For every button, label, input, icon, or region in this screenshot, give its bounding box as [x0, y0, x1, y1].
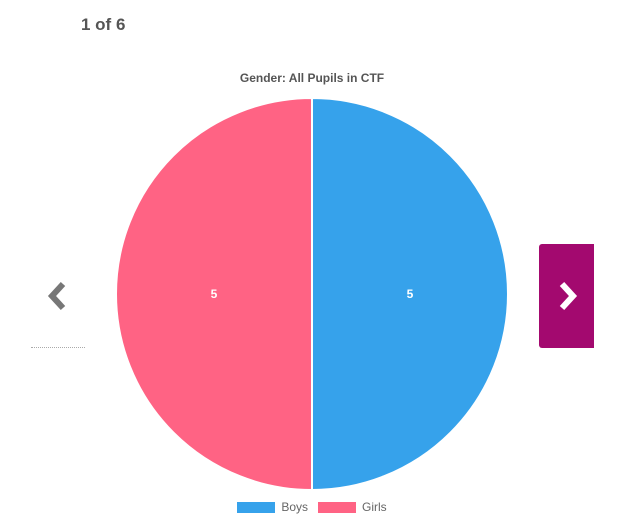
previous-slide-button[interactable] — [38, 268, 78, 324]
chevron-right-icon — [559, 281, 577, 311]
legend-swatch — [237, 501, 276, 513]
legend-label: Boys — [281, 500, 308, 514]
chart-legend: Boys Girls — [0, 500, 624, 514]
legend-swatch — [318, 501, 356, 513]
legend-item-girls[interactable]: Girls — [318, 500, 387, 514]
legend-item-boys[interactable]: Boys — [237, 500, 308, 514]
data-label-boys: 5 — [407, 287, 414, 301]
pie-slice-girls[interactable] — [115, 96, 313, 492]
pie-slice-boys[interactable] — [311, 96, 509, 492]
slide-counter: 1 of 6 — [81, 15, 126, 34]
legend-label: Girls — [362, 500, 387, 514]
chart-title: Gender: All Pupils in CTF — [239, 71, 385, 85]
data-label-girls: 5 — [211, 287, 218, 301]
next-slide-button[interactable] — [539, 244, 594, 348]
divider — [31, 347, 85, 348]
chevron-left-icon — [47, 281, 66, 311]
